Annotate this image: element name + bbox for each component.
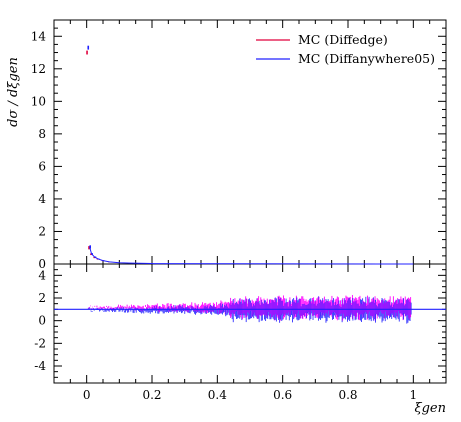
ratio-y-tick-label: -4: [34, 359, 46, 373]
main-series-group: [86, 45, 414, 265]
main-y-tick-label: 4: [38, 192, 46, 206]
main-y-tick-label: 0: [38, 257, 46, 271]
main-y-tick-label: 12: [31, 62, 46, 76]
main-y-tick-label: 6: [38, 159, 46, 173]
ratio-panel-frame: [53, 263, 447, 384]
main-y-tick-label: 10: [31, 94, 46, 108]
main-y-tick-label: 8: [38, 127, 46, 141]
ratio-y-tick-label: 0: [38, 314, 46, 328]
x-tick-label: 0.6: [273, 388, 292, 402]
ratio-y-tick-label: 2: [38, 291, 46, 305]
x-tick-label: 0.4: [208, 388, 227, 402]
legend-label-diffedge: MC (Diffedge): [298, 32, 388, 47]
legend: MC (Diffedge) MC (Diffanywhere05): [256, 32, 435, 66]
y-axis-label: dσ / dξgen: [6, 57, 21, 127]
ratio-y-ticks: -4 -2 0 2 4: [34, 263, 446, 378]
x-axis-label: ξgen: [414, 401, 446, 416]
main-y-tick-label: 2: [38, 224, 46, 238]
ratio-y-tick-label: 4: [38, 268, 46, 282]
ratio-y-tick-label: -2: [34, 336, 46, 350]
legend-label-diffanywhere05: MC (Diffanywhere05): [298, 51, 435, 66]
x-tick-label: 0.2: [142, 388, 161, 402]
ratio-series-group: [54, 294, 446, 324]
main-series-line: [89, 246, 153, 265]
x-tick-label: 0.8: [338, 388, 357, 402]
x-tick-label: 1: [410, 388, 418, 402]
main-y-ticks: 0 2 4 6 8 10 12 14: [31, 19, 446, 271]
main-y-tick-label: 14: [31, 29, 47, 43]
x-ticks: 0 0.2 0.4 0.6 0.8 1: [53, 20, 447, 402]
x-tick-label: 0: [83, 388, 91, 402]
